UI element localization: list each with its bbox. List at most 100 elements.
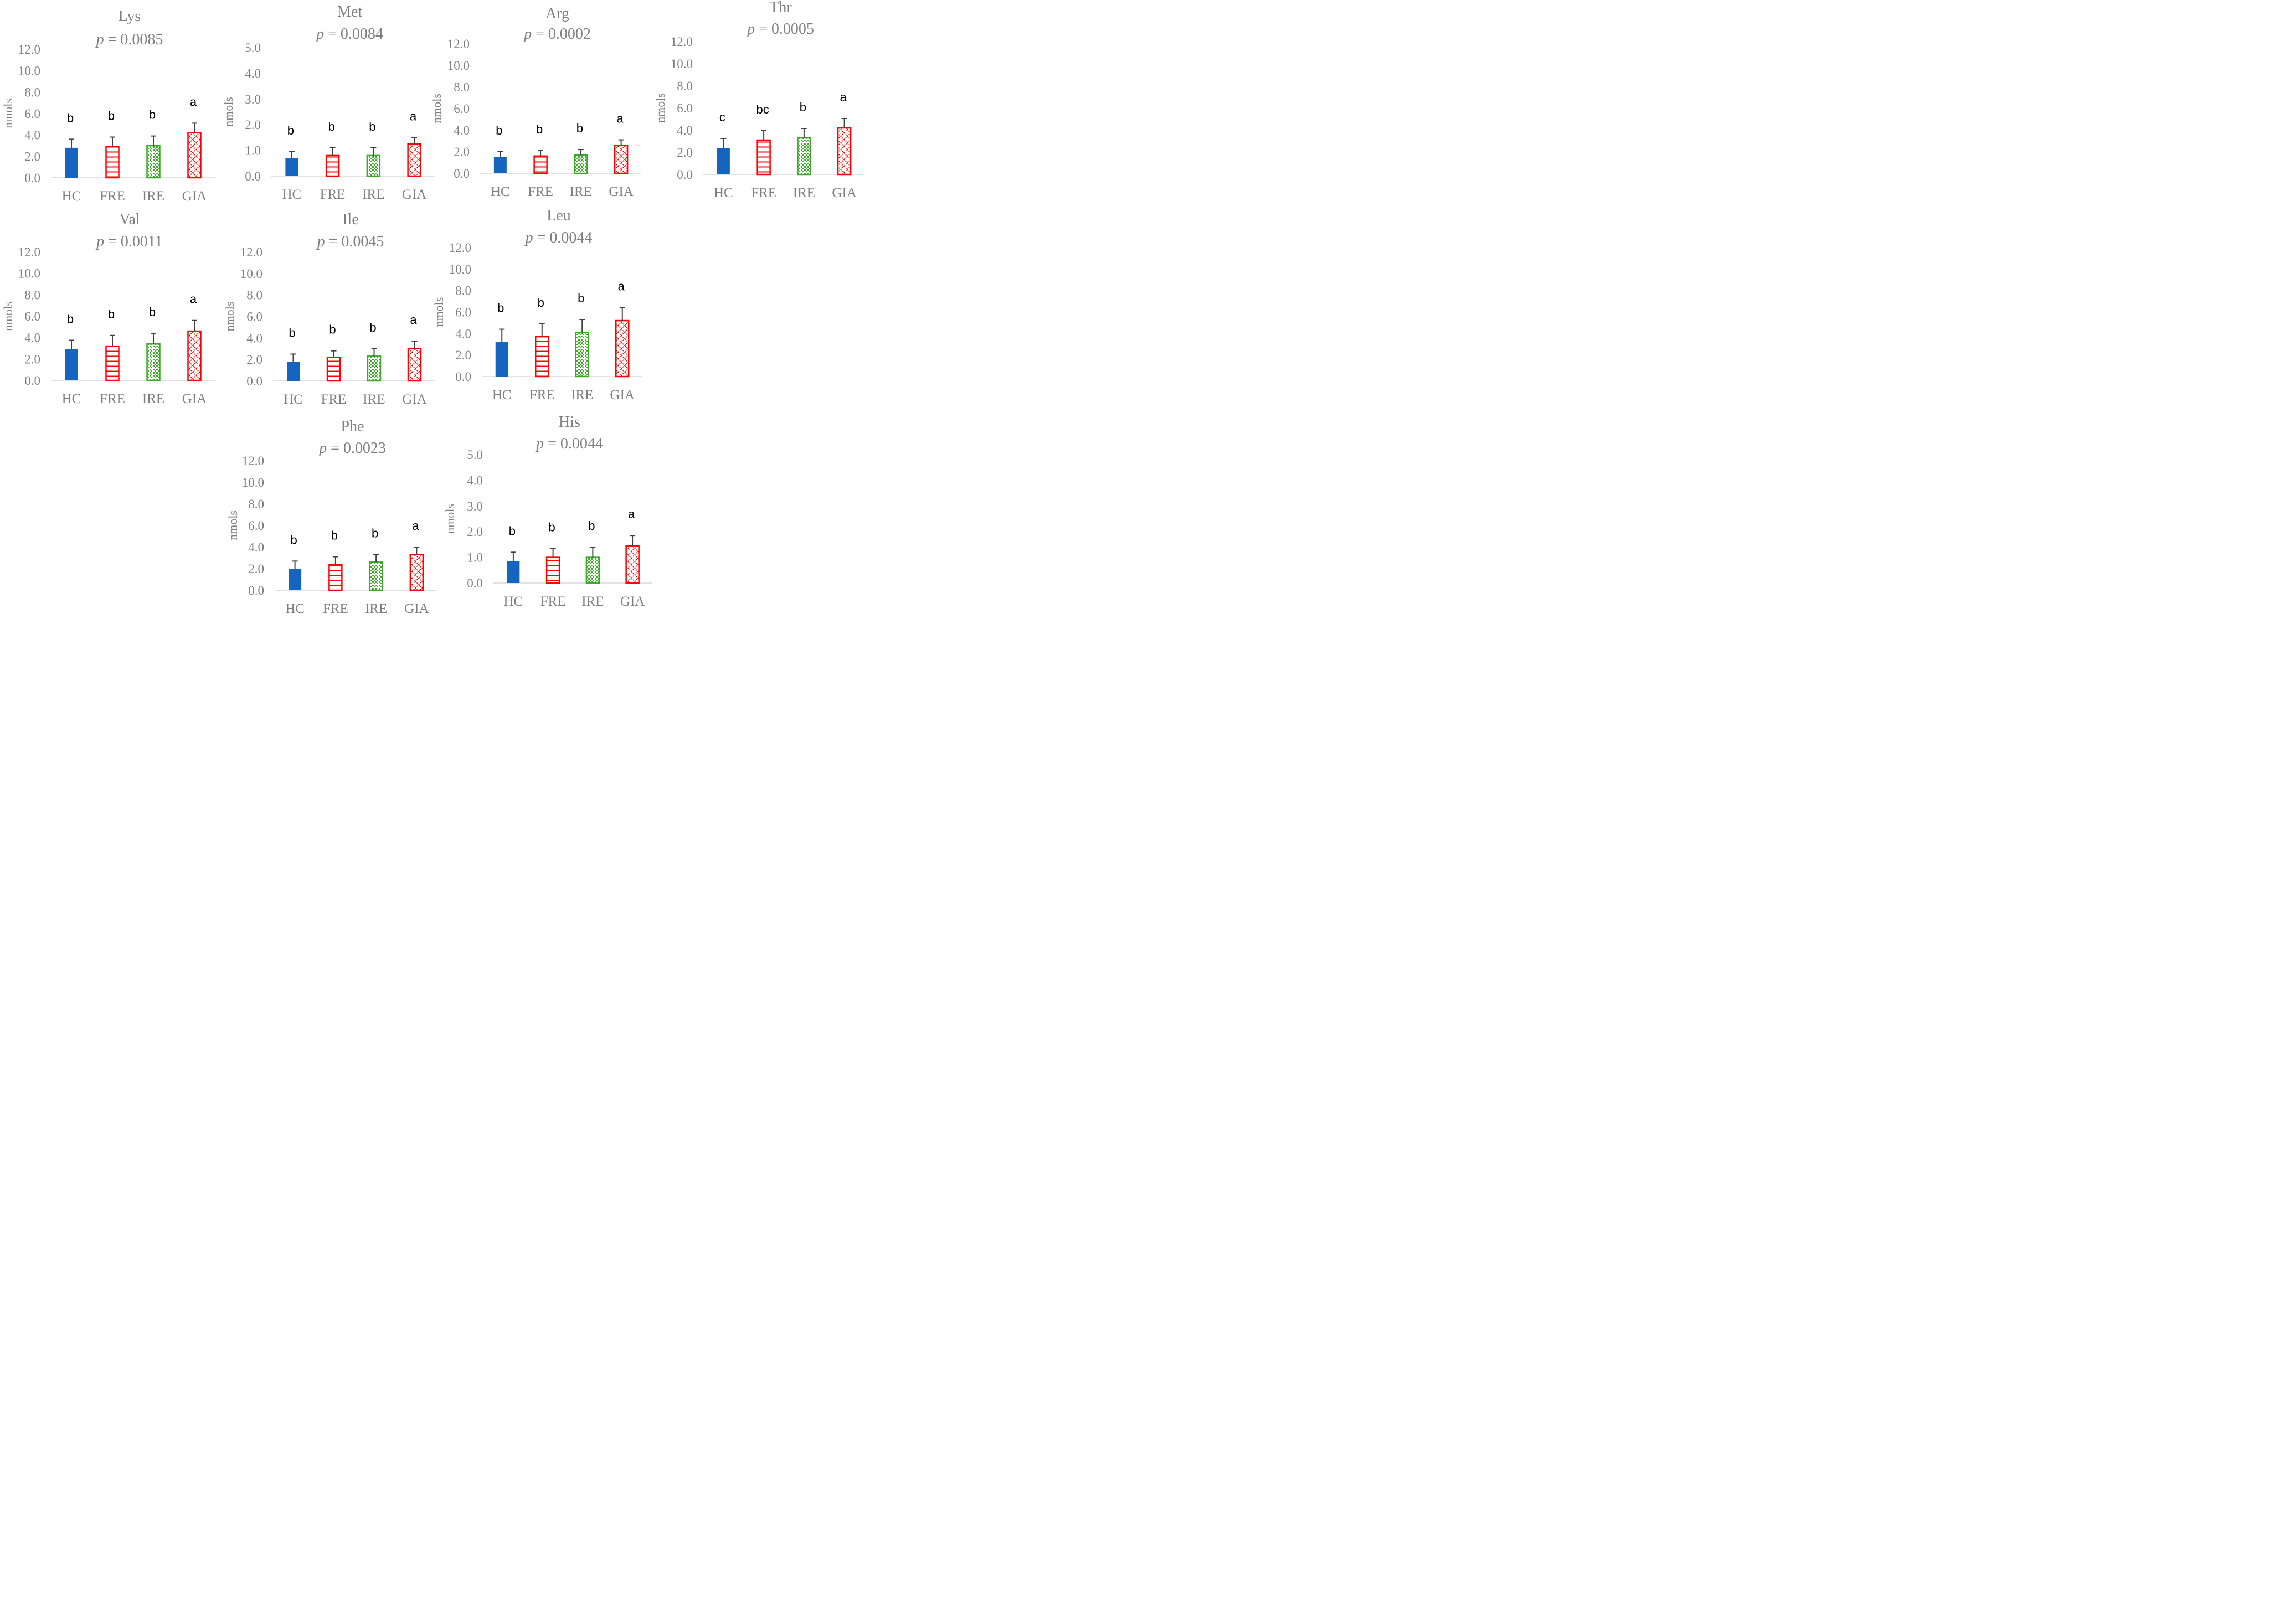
x-tick-label: FRE (100, 189, 125, 204)
y-tick-label: 4.0 (677, 123, 693, 137)
y-tick-label: 6.0 (248, 519, 264, 533)
y-tick-label: 6.0 (24, 107, 40, 121)
bar-hc (65, 147, 78, 178)
y-tick-label: 8.0 (248, 497, 264, 511)
x-tick-label: FRE (528, 184, 553, 199)
p-value: = 0.0005 (759, 20, 814, 38)
bar-fre (105, 345, 120, 381)
significance-letter: b (108, 109, 115, 123)
significance-letter: b (509, 524, 516, 538)
x-tick-label: GIA (404, 601, 429, 616)
significance-letter: a (840, 90, 847, 104)
x-tick-label: HC (492, 388, 512, 403)
p-symbol: p (95, 233, 108, 250)
p-value-label: p = 0.0044 (524, 229, 593, 246)
y-axis-label: nmols (226, 511, 240, 540)
y-tick-label: 8.0 (677, 79, 693, 93)
x-tick-label: FRE (751, 185, 776, 200)
y-tick-label: 0.0 (24, 374, 40, 388)
x-tick-label: GIA (610, 388, 635, 403)
y-tick-label: 10.0 (242, 476, 264, 489)
bar-gia (837, 127, 852, 176)
y-tick-label: 0.0 (246, 374, 262, 388)
significance-letter: b (149, 108, 156, 122)
x-tick-label: IRE (362, 187, 384, 202)
x-tick-label: HC (504, 594, 523, 609)
x-tick-label: FRE (320, 187, 346, 202)
significance-letter: b (588, 519, 595, 533)
y-tick-label: 2.0 (467, 525, 483, 539)
chart-title: Phe (341, 418, 364, 435)
y-tick-label: 10.0 (18, 64, 40, 78)
p-value-label: p = 0.0005 (746, 20, 814, 38)
y-tick-label: 6.0 (677, 101, 693, 115)
significance-letter: b (497, 301, 504, 315)
y-tick-label: 4.0 (24, 128, 40, 142)
y-axis-label: nmols (430, 94, 444, 123)
significance-letter: b (291, 533, 297, 547)
y-tick-label: 2.0 (246, 353, 262, 367)
x-tick-label: FRE (540, 594, 566, 609)
significance-letter: b (496, 123, 502, 137)
x-tick-label: HC (62, 189, 81, 204)
significance-letter: b (67, 111, 74, 125)
y-tick-label: 8.0 (24, 85, 40, 99)
significance-letter: b (329, 323, 336, 337)
y-tick-label: 0.0 (24, 171, 40, 185)
p-symbol: p (535, 435, 548, 452)
p-value: = 0.0085 (108, 31, 163, 48)
bar-ire (146, 343, 161, 381)
y-tick-label: 6.0 (246, 310, 262, 324)
bar-gia (614, 145, 629, 174)
y-tick-label: 5.0 (245, 41, 261, 55)
y-tick-label: 1.0 (245, 144, 261, 158)
p-value: = 0.0084 (328, 25, 383, 43)
p-value-label: p = 0.0085 (95, 31, 163, 48)
y-tick-label: 5.0 (467, 448, 483, 462)
y-tick-label: 2.0 (24, 149, 40, 163)
significance-letter: a (618, 280, 625, 293)
x-tick-label: FRE (323, 601, 348, 616)
significance-letter: a (190, 95, 197, 109)
y-tick-label: 2.0 (455, 348, 471, 362)
y-tick-label: 4.0 (454, 123, 470, 137)
x-tick-label: GIA (620, 594, 645, 609)
y-tick-label: 8.0 (454, 80, 470, 94)
y-tick-label: 2.0 (245, 118, 261, 132)
bar-gia (407, 143, 421, 177)
y-tick-label: 4.0 (248, 540, 264, 554)
y-tick-label: 10.0 (18, 267, 40, 281)
x-tick-label: IRE (363, 392, 385, 407)
y-tick-label: 6.0 (454, 102, 470, 116)
bar-gia (625, 545, 640, 584)
p-value-label: p = 0.0011 (95, 233, 163, 250)
y-axis-label: nmols (1, 99, 15, 128)
y-tick-label: 4.0 (245, 66, 261, 80)
y-axis-label: nmols (222, 97, 235, 127)
x-tick-label: FRE (529, 388, 555, 403)
x-tick-label: HC (284, 392, 303, 407)
bar-hc (289, 569, 302, 590)
y-tick-label: 0.0 (248, 584, 264, 597)
y-tick-label: 10.0 (240, 267, 262, 281)
bar-fre (545, 556, 560, 584)
y-tick-label: 6.0 (455, 306, 471, 319)
y-tick-label: 3.0 (467, 499, 483, 513)
x-tick-label: GIA (402, 392, 426, 407)
x-tick-label: GIA (832, 185, 856, 200)
bar-fre (535, 336, 549, 378)
significance-letter: b (369, 120, 375, 133)
bar-ire (585, 556, 600, 584)
bar-ire (367, 355, 382, 382)
bar-hc (717, 148, 730, 174)
x-tick-label: HC (491, 184, 510, 199)
y-tick-label: 12.0 (449, 241, 471, 255)
p-value-label: p = 0.0002 (523, 25, 591, 43)
significance-letter: b (328, 120, 335, 133)
y-tick-label: 4.0 (24, 331, 40, 345)
p-symbol: p (95, 31, 108, 48)
y-tick-label: 2.0 (24, 352, 40, 366)
